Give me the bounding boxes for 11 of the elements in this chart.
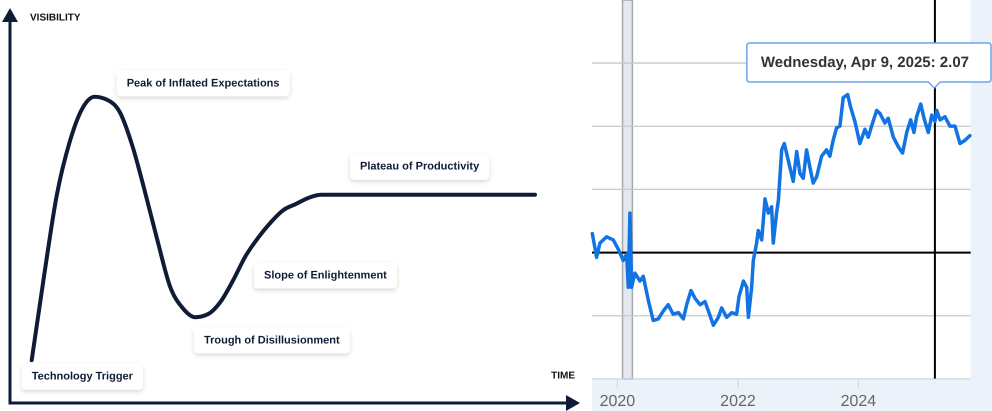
x-tick-label: 2020 xyxy=(600,393,636,410)
x-tick-label: 2022 xyxy=(720,393,756,410)
y-axis-title: VISIBILITY xyxy=(30,12,81,24)
text: Wednesday, Apr 9, 2025: 2.07 xyxy=(760,54,969,71)
text: Peak of Inflated Expectations xyxy=(126,77,280,90)
x-tick-label: 2024 xyxy=(840,393,876,410)
annotation: Trough of Disillusionment xyxy=(204,334,340,346)
annotation: Slope of Enlightenment xyxy=(264,270,388,282)
x-axis-title: TIME xyxy=(551,370,576,382)
annotation: Technology Trigger xyxy=(32,370,134,383)
annotation: Plateau of Productivity xyxy=(360,160,480,173)
